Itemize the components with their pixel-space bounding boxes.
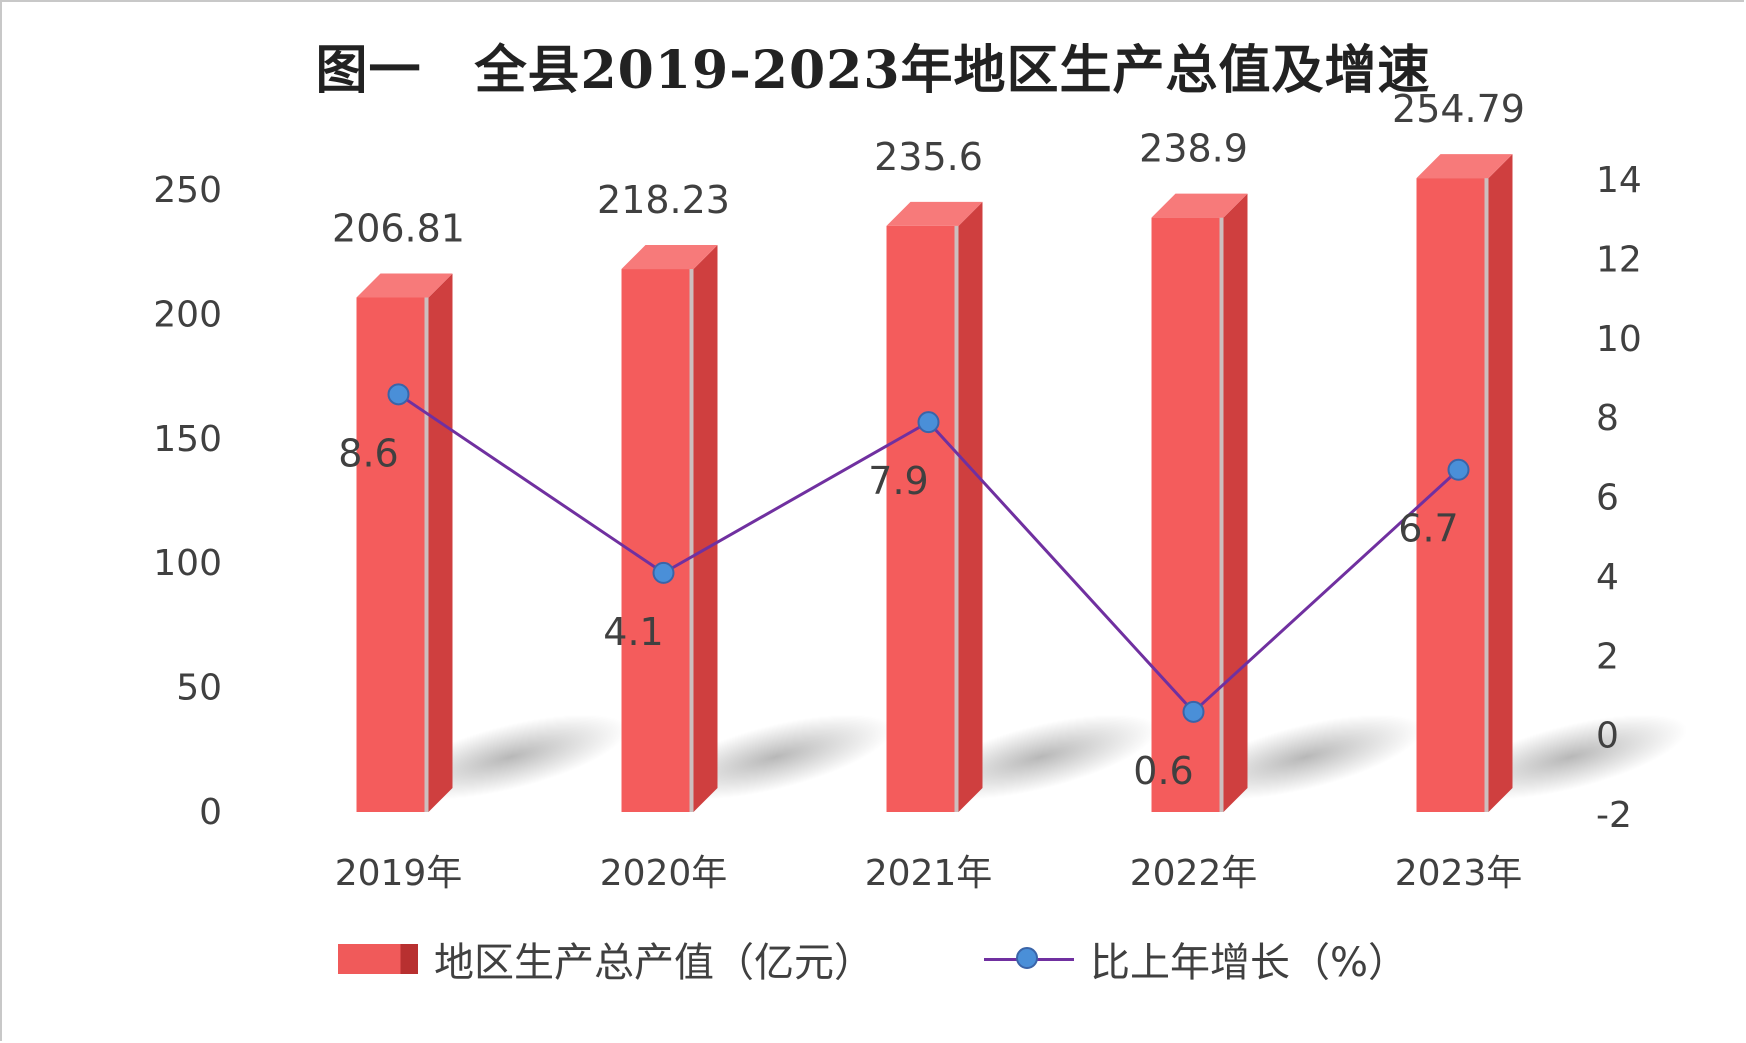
bar-edge [1484, 178, 1489, 813]
bar-side [693, 245, 718, 812]
y-left-tick-label: 250 [153, 170, 222, 211]
y-left-tick-label: 100 [153, 543, 222, 584]
bar-top [1151, 193, 1248, 218]
bar-value-label: 235.6 [874, 135, 983, 179]
bar [1151, 217, 1224, 812]
y-right-tick-label: 6 [1596, 478, 1619, 519]
chart-title: 图一 全县2019-2023年地区生产总值及增速 [315, 40, 1431, 101]
bar-side [958, 201, 983, 812]
bar [1416, 178, 1489, 813]
y-right-tick-label: 2 [1596, 636, 1619, 677]
bar-side [1223, 193, 1248, 812]
growth-point [1182, 700, 1205, 723]
growth-point [1447, 458, 1470, 481]
growth-point [652, 561, 675, 584]
bar-top [621, 245, 718, 270]
bar-top [1416, 154, 1513, 179]
y-right-tick-label: 0 [1596, 716, 1619, 757]
legend-label-growth: 比上年增长（%） [1089, 940, 1408, 986]
bar-top [356, 273, 453, 298]
y-left-tick-label: 0 [199, 792, 222, 833]
growth-value-label: 4.1 [603, 610, 663, 654]
bar-value-label: 254.79 [1392, 87, 1525, 131]
legend-line-swatch [983, 944, 1074, 974]
y-right-tick-label: 12 [1596, 239, 1642, 280]
bar-side [428, 273, 453, 812]
x-tick-label: 2020年 [600, 853, 728, 894]
y-left-tick-label: 150 [153, 419, 222, 460]
bar-value-label: 218.23 [597, 178, 730, 222]
bar-value-label: 206.81 [332, 206, 465, 250]
x-tick-label: 2019年 [335, 853, 463, 894]
bar [886, 225, 959, 812]
bar-edge [689, 269, 694, 812]
bar-edge [954, 225, 959, 812]
x-tick-label: 2022年 [1130, 853, 1258, 894]
legend-label-gdp: 地区生产总产值（亿元） [433, 940, 874, 986]
y-left-tick-label: 200 [153, 294, 222, 335]
y-right-tick-label: -2 [1596, 795, 1632, 836]
legend-bar-swatch [337, 944, 418, 974]
bar-side [1488, 154, 1513, 813]
legend-item-gdp: 地区生产总产值（亿元） [337, 930, 874, 988]
bar-edge [424, 297, 429, 812]
chart-legend: 地区生产总产值（亿元） 比上年增长（%） [0, 930, 1746, 988]
growth-point [387, 383, 410, 406]
y-right-tick-label: 10 [1596, 319, 1642, 360]
bar [621, 269, 694, 812]
bar-value-label: 238.9 [1139, 127, 1248, 171]
bar [356, 297, 429, 812]
x-tick-label: 2021年 [865, 853, 993, 894]
bar-edge [1219, 217, 1224, 812]
legend-item-growth: 比上年增长（%） [983, 930, 1408, 988]
y-right-tick-label: 4 [1596, 557, 1619, 598]
growth-value-label: 7.9 [868, 459, 928, 503]
growth-value-label: 8.6 [338, 431, 398, 475]
y-right-tick-label: 14 [1596, 160, 1642, 201]
y-left-tick-label: 50 [176, 668, 222, 709]
growth-value-label: 0.6 [1133, 749, 1193, 793]
bar-top [886, 201, 983, 226]
growth-value-label: 6.7 [1398, 507, 1458, 551]
growth-point [917, 411, 940, 434]
x-tick-label: 2023年 [1395, 853, 1523, 894]
y-right-tick-label: 8 [1596, 398, 1619, 439]
